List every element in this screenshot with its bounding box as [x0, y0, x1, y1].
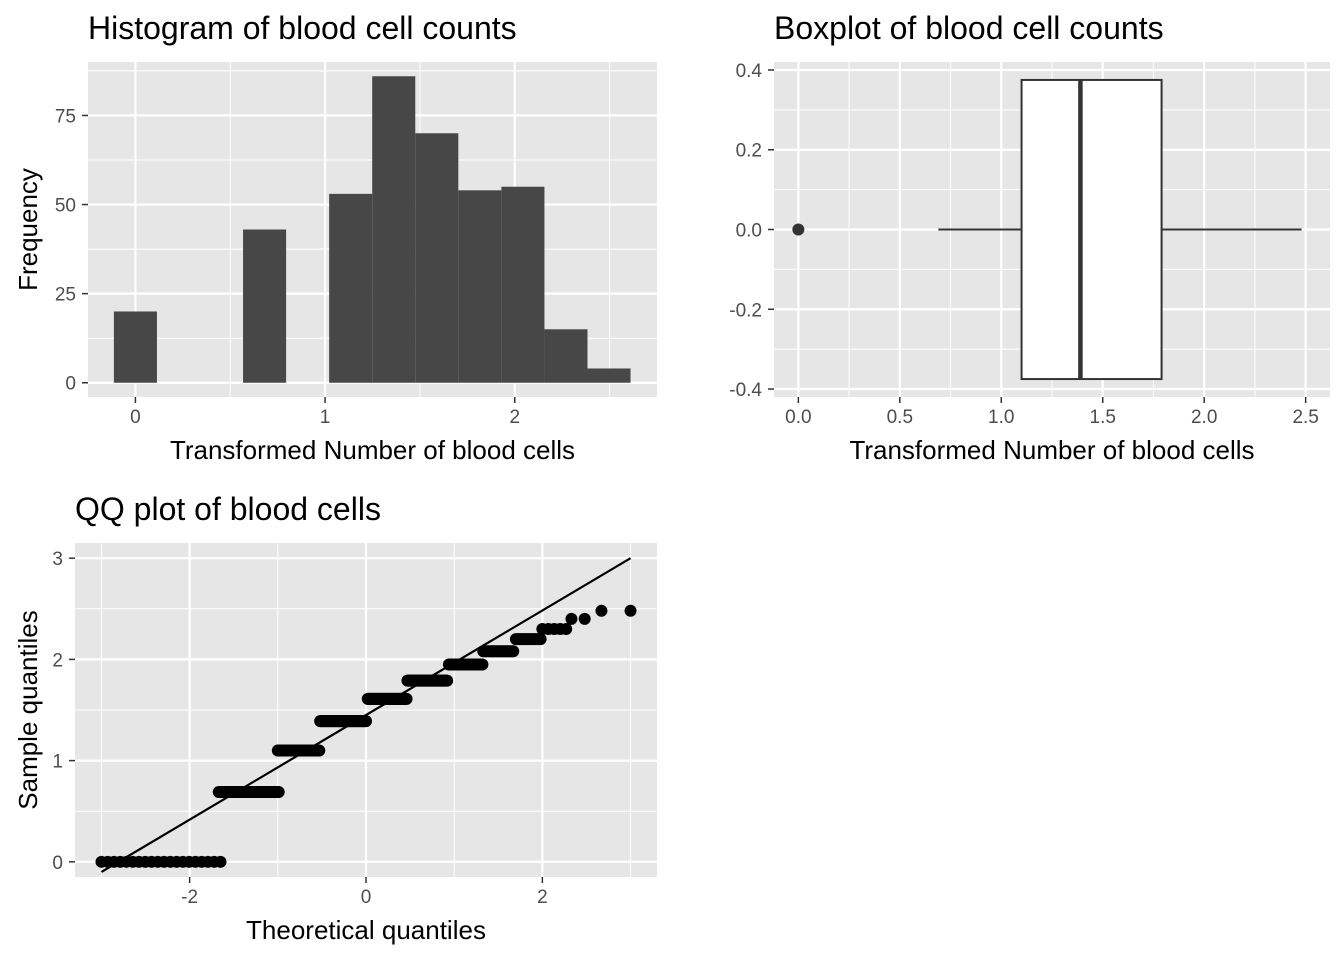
- x-tick-label: -2: [181, 887, 198, 908]
- y-tick-label: 50: [55, 196, 76, 217]
- histogram-bar: [329, 193, 373, 383]
- histogram-bar: [113, 311, 157, 383]
- chart-title: QQ plot of blood cells: [75, 491, 381, 527]
- histogram-bar: [501, 186, 545, 383]
- x-tick-label: 0: [361, 887, 372, 908]
- y-tick-label: 75: [55, 106, 76, 127]
- y-tick-label: 0.4: [736, 61, 763, 82]
- y-tick-label: 2: [52, 650, 63, 671]
- y-tick-label: -0.4: [729, 380, 762, 401]
- x-axis-title: Transformed Number of blood cells: [849, 435, 1254, 465]
- y-tick-label: 1: [52, 752, 63, 773]
- histogram-bar: [587, 368, 631, 383]
- x-tick-label: 0.0: [785, 407, 811, 428]
- x-tick-label: 1.0: [988, 407, 1014, 428]
- outlier-point: [792, 223, 805, 236]
- y-tick-label: 0: [52, 853, 63, 874]
- interquartile-box: [1020, 78, 1163, 381]
- y-tick-label: -0.2: [729, 300, 762, 321]
- chart-title: Histogram of blood cell counts: [88, 10, 517, 46]
- x-tick-label: 0: [130, 407, 141, 428]
- x-axis-title: Theoretical quantiles: [246, 915, 486, 945]
- panel-1: [774, 62, 1330, 397]
- panel-0: [88, 62, 657, 397]
- qq-point: [313, 744, 326, 757]
- x-tick-label: 1.5: [1090, 407, 1116, 428]
- qq-point: [534, 633, 547, 646]
- y-tick-label: 25: [55, 285, 76, 306]
- x-tick-label: 2: [537, 887, 548, 908]
- qq-point: [476, 658, 489, 671]
- qq-point: [360, 715, 372, 728]
- histogram-bar: [415, 133, 459, 383]
- x-tick-label: 0.5: [887, 407, 913, 428]
- y-axis-title: Sample quantiles: [13, 610, 43, 809]
- reference-line: [100, 557, 632, 873]
- histogram-bar: [458, 190, 502, 383]
- qq-point: [565, 612, 578, 625]
- qq-point: [507, 645, 520, 658]
- qq-point: [560, 623, 573, 636]
- x-tick-label: 2.5: [1292, 407, 1318, 428]
- y-tick-label: 0.2: [736, 141, 762, 162]
- y-axis-title: Frequency: [13, 168, 43, 291]
- histogram-bar: [544, 329, 588, 383]
- y-tick-label: 3: [52, 549, 63, 570]
- qq-point: [624, 604, 637, 617]
- chart-title: Boxplot of blood cell counts: [774, 10, 1164, 46]
- x-tick-label: 2.0: [1191, 407, 1217, 428]
- x-tick-label: 2: [509, 407, 520, 428]
- qq-point: [595, 604, 608, 617]
- qq-point: [578, 612, 591, 625]
- y-tick-label: 0.0: [736, 221, 762, 242]
- qq-point: [214, 855, 227, 868]
- panel-2: [75, 543, 657, 877]
- histogram-bar: [372, 76, 416, 383]
- x-tick-label: 1: [320, 407, 331, 428]
- qq-point: [272, 785, 285, 798]
- y-tick-label: 0: [65, 374, 76, 395]
- x-axis-title: Transformed Number of blood cells: [170, 435, 575, 465]
- qq-point: [441, 674, 454, 687]
- histogram-bar: [243, 229, 287, 383]
- qq-point: [400, 692, 413, 705]
